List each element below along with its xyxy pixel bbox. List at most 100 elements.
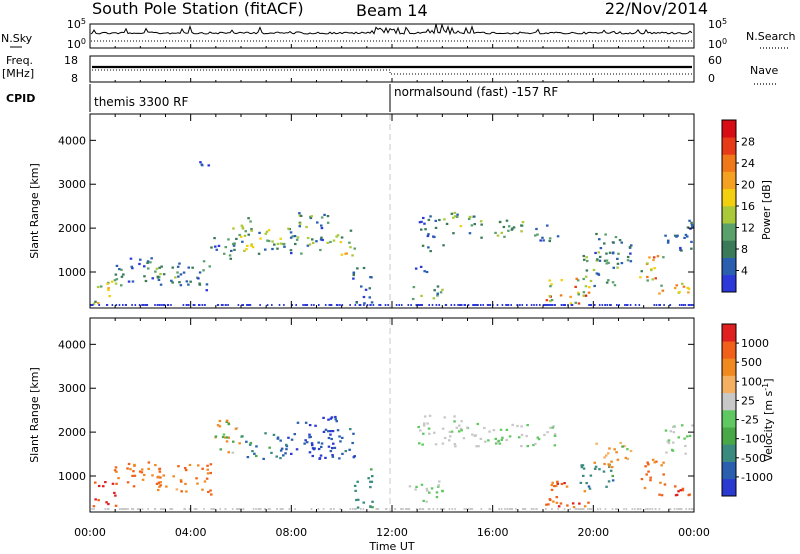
vel-cell-8-9 — [341, 452, 344, 455]
vel-cell-1-6 — [126, 481, 130, 484]
power-ground-cell-85 — [335, 304, 338, 306]
vel-cell-4-19 — [209, 471, 213, 475]
vel-ground-cell-153 — [127, 508, 129, 510]
vel-cell-11-23 — [419, 429, 422, 432]
vel-cell-9-14 — [353, 484, 357, 487]
vel-ground-cell-104 — [224, 508, 227, 510]
vel-ground-cell-183 — [498, 508, 500, 510]
vel-ground-cell-160 — [124, 508, 127, 510]
vel-cell-13-16 — [556, 480, 559, 483]
power-cell-17-1 — [541, 236, 544, 239]
vel-cell-13-17 — [550, 488, 554, 491]
freq-label-line2: [MHz] — [2, 67, 34, 80]
vel-ground-cell-8 — [557, 508, 559, 510]
power-ground-cell-98 — [203, 304, 206, 306]
vel-cell-2-11 — [133, 474, 137, 477]
power-cell-19-7 — [607, 279, 610, 282]
power-cell-12-1 — [436, 294, 439, 297]
power-cell-0-7 — [110, 280, 114, 283]
vel-ground-cell-151 — [355, 508, 357, 510]
vel-cell-17-8 — [675, 493, 679, 496]
vel-cell-15-2 — [593, 461, 597, 464]
vel-cell-1-1 — [126, 467, 129, 470]
vel-cell-17-2 — [681, 489, 685, 492]
power-cell-1-4 — [118, 268, 121, 271]
vel-cell-11-4 — [448, 439, 451, 442]
power-cell-5-10 — [224, 246, 228, 249]
vel-cell-4-4 — [188, 463, 192, 467]
power-cell-3-11 — [159, 272, 162, 276]
power-colorbar-label-3: 16 — [741, 200, 755, 213]
power-ground-cell-23 — [507, 304, 510, 306]
vel-cell-15-8 — [603, 462, 606, 466]
vel-cell-8-5 — [333, 446, 337, 449]
beam-title: Beam 14 — [356, 1, 428, 20]
power-ground-cell-194 — [186, 304, 188, 306]
power-cell-18-7 — [548, 279, 552, 282]
vel-cell-7-6 — [310, 442, 314, 445]
power-cell-2-9 — [147, 267, 150, 270]
power-cell-14-9 — [418, 221, 422, 224]
power-cell-8-30 — [290, 252, 293, 255]
power-cell-16-0 — [505, 219, 509, 222]
power-cell-8-10 — [291, 235, 295, 238]
power-cell-20-19 — [595, 232, 598, 236]
power-ground-cell-90 — [418, 304, 421, 306]
vel-ground-cell-189 — [394, 508, 396, 510]
vel-cell-12-23 — [496, 441, 500, 444]
power-ground-cell-83 — [467, 304, 470, 306]
vel-ground-cell-142 — [669, 508, 672, 510]
vel-ground-cell-70 — [523, 508, 526, 510]
power-ytick-label-3: 4000 — [58, 134, 86, 147]
power-ground-cell-16 — [638, 304, 641, 306]
power-ground-cell-184 — [339, 304, 341, 306]
power-ground-cell-137 — [134, 304, 137, 306]
power-cell-8-19 — [293, 235, 297, 238]
vel-cell-11-32 — [474, 434, 478, 437]
vel-ground-cell-18 — [432, 508, 435, 510]
power-cell-2-14 — [144, 279, 148, 283]
power-cell-16-10 — [520, 224, 523, 227]
power-cell-22-0 — [687, 291, 690, 294]
power-cell-5-5 — [214, 245, 217, 248]
power-cell-23-13 — [679, 246, 682, 250]
power-cell-14-13 — [434, 219, 438, 222]
vel-cell-4-15 — [207, 490, 210, 494]
vel-cell-18-0 — [686, 435, 689, 438]
vel-cell-4-14 — [209, 489, 212, 492]
vel-ground-cell-77 — [362, 508, 365, 510]
vel-ground-cell-113 — [515, 508, 517, 510]
power-cell-2-13 — [149, 261, 152, 264]
power-cell-18-14 — [569, 302, 573, 305]
vel-ground-cell-216 — [637, 508, 640, 510]
power-ground-cell-129 — [616, 304, 618, 306]
vel-cell-18-19 — [683, 437, 686, 440]
vel-ground-cell-215 — [210, 508, 212, 510]
vel-cell-7-43 — [308, 424, 312, 427]
vel-ground-cell-163 — [339, 508, 342, 510]
vel-cell-10-2 — [426, 489, 429, 492]
vel-cell-1-4 — [117, 477, 120, 480]
vel-cell-7-47 — [324, 428, 328, 431]
vel-cell-12-17 — [543, 433, 546, 436]
vel-cell-15-14 — [603, 456, 606, 459]
vel-cell-7-27 — [331, 447, 334, 450]
power-ground-cell-70 — [519, 304, 521, 306]
vel-cell-0-7 — [102, 485, 105, 488]
vel-ground-cell-176 — [465, 508, 468, 510]
power-ground-cell-128 — [159, 304, 161, 306]
power-cell-4-9 — [191, 266, 194, 269]
power-cell-0-5 — [97, 302, 100, 305]
vel-cell-11-12 — [443, 416, 447, 419]
power-ground-cell-151 — [688, 304, 691, 306]
power-cell-8-32 — [319, 248, 322, 252]
power-cell-18-4 — [549, 300, 552, 303]
vel-cell-12-35 — [483, 426, 486, 430]
power-cell-15-2 — [468, 215, 472, 218]
power-ground-cell-149 — [606, 304, 608, 306]
power-cell-21-13 — [660, 284, 663, 287]
power-ground-cell-163 — [141, 304, 144, 306]
vel-ground-cell-213 — [408, 508, 411, 510]
vel-cell-6-25 — [249, 441, 253, 445]
